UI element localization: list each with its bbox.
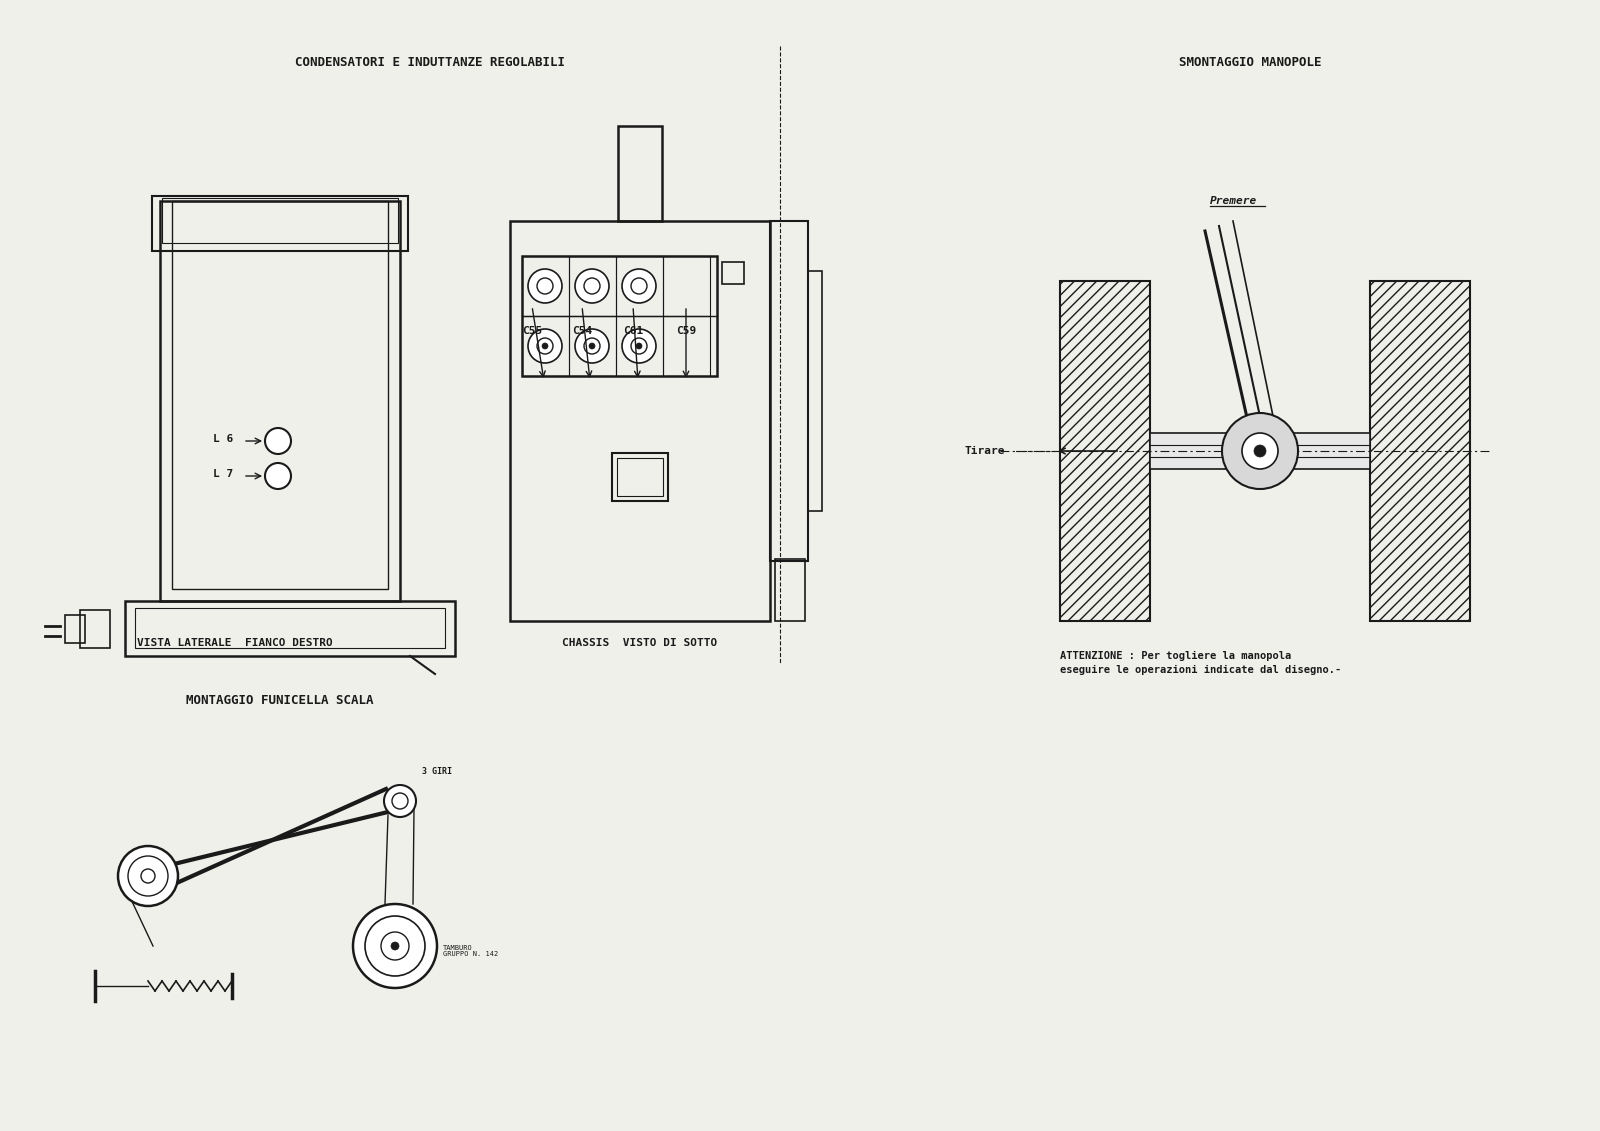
Text: Tirare: Tirare	[965, 446, 1005, 456]
Circle shape	[1242, 433, 1278, 469]
Bar	[80, 610, 110, 648]
Bar	[522, 256, 570, 316]
Bar	[662, 316, 710, 375]
Text: ATTENZIONE : Per togliere la manopola
eseguire le operazioni indicate dal disegn: ATTENZIONE : Per togliere la manopola es…	[1059, 651, 1341, 675]
Bar	[125, 601, 454, 656]
Circle shape	[589, 343, 595, 349]
Bar	[160, 201, 400, 601]
Bar	[522, 256, 717, 375]
Bar	[611, 454, 669, 501]
Circle shape	[365, 916, 426, 976]
Bar	[162, 198, 398, 243]
Circle shape	[574, 329, 610, 363]
Circle shape	[538, 278, 554, 294]
Circle shape	[574, 269, 610, 303]
Bar	[1370, 280, 1470, 621]
Circle shape	[584, 338, 600, 354]
Text: CHASSIS  VISTO DI SOTTO: CHASSIS VISTO DI SOTTO	[562, 638, 718, 648]
Text: MONTAGGIO FUNICELLA SCALA: MONTAGGIO FUNICELLA SCALA	[186, 694, 374, 708]
Text: TAMBURO
GRUPPO N. 142: TAMBURO GRUPPO N. 142	[443, 944, 498, 958]
Circle shape	[630, 278, 646, 294]
Circle shape	[392, 793, 408, 809]
Bar	[570, 316, 616, 375]
Text: C54: C54	[571, 326, 592, 336]
Bar	[522, 316, 570, 375]
Bar	[152, 196, 408, 251]
Bar	[618, 458, 662, 497]
Circle shape	[528, 269, 562, 303]
Circle shape	[128, 856, 168, 896]
Bar	[616, 316, 662, 375]
Bar	[173, 201, 387, 589]
Circle shape	[528, 329, 562, 363]
Text: C61: C61	[622, 326, 643, 336]
Circle shape	[630, 338, 646, 354]
Bar	[618, 126, 662, 221]
Circle shape	[381, 932, 410, 960]
Circle shape	[118, 846, 178, 906]
Bar	[510, 221, 770, 621]
Bar	[616, 256, 662, 316]
Text: SMONTAGGIO MANOPOLE: SMONTAGGIO MANOPOLE	[1179, 57, 1322, 69]
Circle shape	[538, 338, 554, 354]
Circle shape	[266, 428, 291, 454]
Bar	[1059, 280, 1150, 621]
Bar	[66, 615, 85, 644]
Bar	[808, 271, 822, 511]
Bar	[722, 262, 744, 284]
Circle shape	[141, 869, 155, 883]
Text: L 6: L 6	[213, 434, 234, 444]
Bar	[134, 608, 445, 648]
Bar	[774, 559, 805, 621]
Circle shape	[637, 343, 642, 349]
Circle shape	[622, 269, 656, 303]
Text: C55: C55	[522, 326, 542, 336]
Bar	[1150, 433, 1370, 469]
Text: VISTA LATERALE  FIANCO DESTRO: VISTA LATERALE FIANCO DESTRO	[138, 638, 333, 648]
Circle shape	[354, 904, 437, 988]
Text: L 7: L 7	[213, 469, 234, 480]
Text: Premere: Premere	[1210, 196, 1258, 206]
Text: CONDENSATORI E INDUTTANZE REGOLABILI: CONDENSATORI E INDUTTANZE REGOLABILI	[294, 57, 565, 69]
Bar	[662, 256, 710, 316]
Circle shape	[390, 942, 398, 950]
Circle shape	[584, 278, 600, 294]
Bar	[770, 221, 808, 561]
Circle shape	[1254, 444, 1266, 457]
Text: 3 GIRI: 3 GIRI	[422, 767, 453, 776]
Circle shape	[622, 329, 656, 363]
Circle shape	[266, 463, 291, 489]
Circle shape	[1222, 413, 1298, 489]
Bar	[570, 256, 616, 316]
Circle shape	[542, 343, 547, 349]
Text: C59: C59	[675, 326, 696, 336]
Circle shape	[384, 785, 416, 817]
